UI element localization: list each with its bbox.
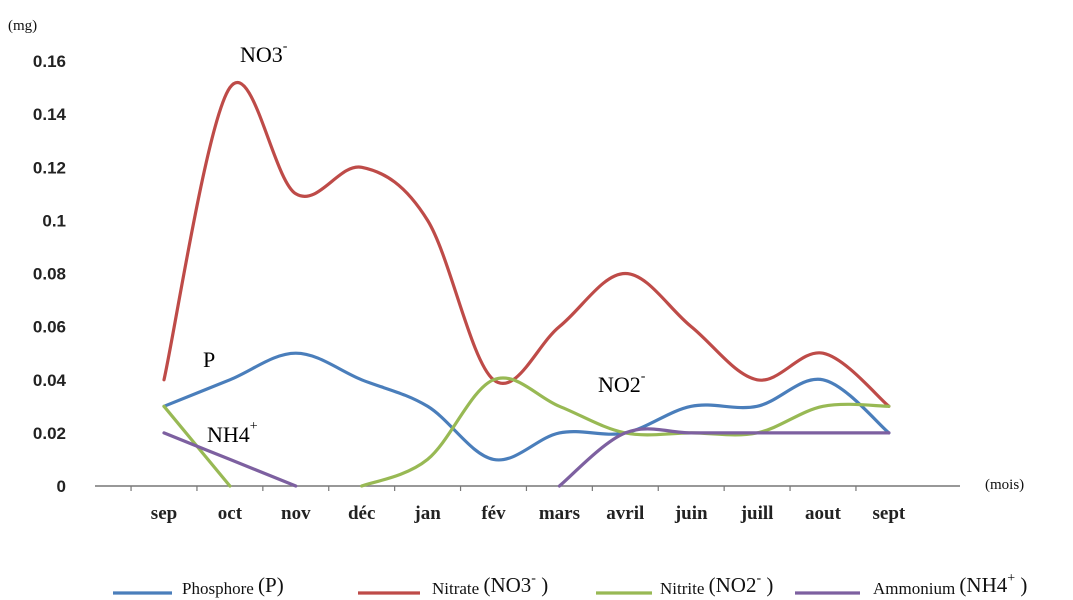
series-line-nh4 [557,427,891,488]
x-tick-label: mars [539,503,580,524]
annotation-no3: NO3- [240,39,288,67]
x-tick-label: nov [281,503,311,524]
y-tick-label: 0.06 [33,318,66,337]
plot-series [162,81,891,488]
y-axis-ticks: 0 0.02 0.04 0.06 0.08 0.1 0.12 0.14 0.16 [33,52,67,496]
y-tick-label: 0.12 [33,158,66,177]
y-tick-label: 0.14 [33,105,67,124]
x-tick-label: aout [805,503,842,524]
x-tick-label: juin [674,503,708,524]
annotation-p: P [203,347,215,372]
y-tick-label: 0.02 [33,424,66,443]
y-tick-label: 0.08 [33,265,66,284]
x-tick-label: déc [348,503,375,524]
x-tick-label: fév [481,503,506,524]
legend-label-no2: Nitrite (NO2- ) [660,571,773,598]
y-tick-label: 0.16 [33,52,66,71]
x-tick-label: sep [151,503,177,524]
legend-label-nh4: Ammonium (NH4+ ) [873,571,1027,598]
x-tick-label: sept [873,503,906,524]
series-line-p [162,351,891,462]
y-tick-label: 0.04 [33,371,67,390]
x-tick-label: juill [740,503,774,524]
series-line-nh4 [162,431,298,488]
y-axis-unit-label: (mg) [8,18,37,34]
legend: Phosphore (P) Nitrate (NO3- ) Nitrite (NO2… [113,571,1027,598]
x-tick-label: jan [413,503,441,524]
legend-label-p: Phosphore (P) [182,573,284,598]
x-tick-label: avril [606,503,644,524]
annotation-nh4: NH4+ [207,419,258,447]
y-tick-label: 0 [57,477,66,496]
series-annotations: NO3- P NO2- NH4+ [203,39,646,447]
annotation-no2: NO2- [598,369,646,397]
x-axis-unit-label: (mois) [985,477,1024,493]
x-tick-label: oct [218,503,243,524]
x-axis-ticks: sep oct nov déc jan fév mars avril juin juill aout… [130,486,906,524]
series-line-no3 [162,81,891,408]
legend-label-no3: Nitrate (NO3- ) [432,571,548,598]
y-tick-label: 0.1 [42,211,66,230]
series-line-no2 [360,376,891,488]
